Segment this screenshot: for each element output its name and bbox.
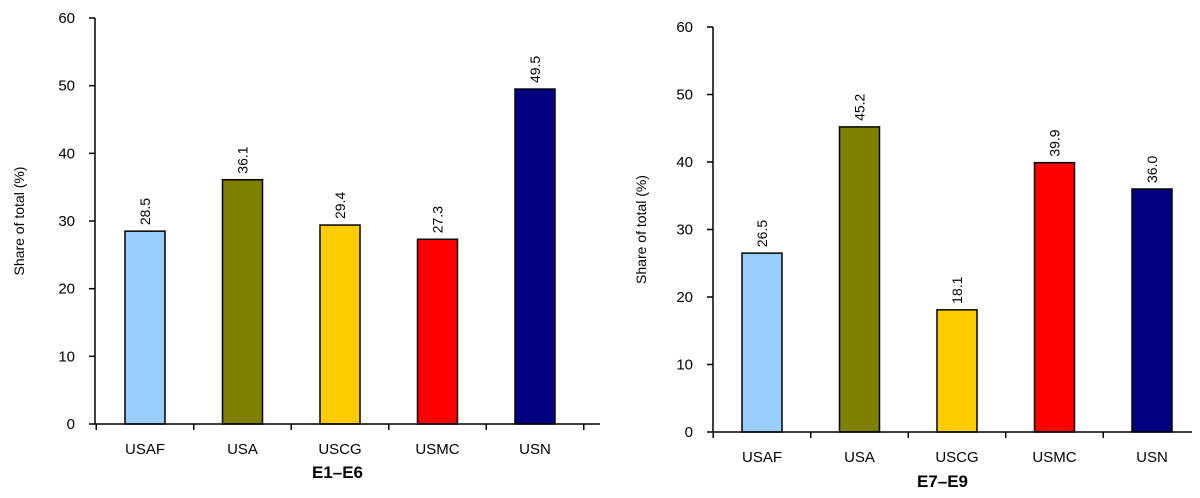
- y-axis-title: Share of total (%): [633, 175, 649, 284]
- bar-usmc: [416, 238, 459, 425]
- data-label-usa: 36.1: [235, 146, 251, 173]
- x-tick-label: USA: [227, 441, 258, 458]
- bar-usn: [1131, 188, 1173, 433]
- data-label-uscg: 18.1: [949, 276, 965, 303]
- x-tick-label: USN: [519, 441, 551, 458]
- y-tick-label: 0: [685, 424, 693, 441]
- bar-uscg: [936, 309, 978, 433]
- bar-uscg: [319, 224, 361, 425]
- y-tick-label: 30: [676, 222, 693, 239]
- x-axis-title: E7–E9: [917, 472, 968, 491]
- data-label-usaf: 28.5: [137, 198, 153, 225]
- y-tick-label: 60: [58, 10, 75, 27]
- y-tick-label: 50: [676, 87, 693, 104]
- y-axis-title: Share of total (%): [11, 167, 27, 276]
- data-label-usaf: 26.5: [754, 220, 770, 247]
- y-tick-label: 20: [676, 289, 693, 306]
- right-chart: 26.5 45.2 18.1 39.9 36.0 0 10 20 30 40 50 60 USAF USA…: [633, 19, 1192, 491]
- y-tick-label: 10: [676, 357, 693, 374]
- y-tick-label: 50: [58, 78, 75, 95]
- left-chart: 28.5 36.1 29.4 27.3 49.5 0 10 20 30 40 50 60 USAF USA…: [11, 10, 600, 482]
- bar-usa: [221, 178, 264, 425]
- y-tick-label: 40: [676, 154, 693, 171]
- y-tick-label: 30: [58, 213, 75, 230]
- bar-usaf: [741, 252, 783, 433]
- y-tick-label: 60: [676, 19, 693, 36]
- data-label-usn: 49.5: [527, 56, 543, 83]
- x-tick-label: USAF: [125, 441, 165, 458]
- x-tick-label: USMC: [1032, 449, 1076, 466]
- x-tick-label: USCG: [318, 441, 361, 458]
- data-label-usmc: 27.3: [430, 206, 446, 233]
- x-tick-label: USCG: [935, 449, 978, 466]
- x-axis-title: E1–E6: [312, 463, 363, 482]
- x-tick-label: USA: [844, 449, 875, 466]
- y-tick-label: 0: [67, 416, 75, 433]
- data-label-usn: 36.0: [1144, 156, 1160, 183]
- data-label-usmc: 39.9: [1047, 129, 1063, 156]
- bar-usaf: [124, 230, 166, 425]
- x-tick-label: USAF: [742, 449, 782, 466]
- x-tick-label: USN: [1136, 449, 1168, 466]
- bar-usa: [838, 126, 881, 433]
- bar-usn: [514, 88, 556, 425]
- x-tick-label: USMC: [415, 441, 459, 458]
- y-tick-label: 10: [58, 348, 75, 365]
- bar-usmc: [1033, 161, 1076, 433]
- y-tick-label: 40: [58, 145, 75, 162]
- data-label-usa: 45.2: [852, 93, 868, 120]
- y-tick-label: 20: [58, 281, 75, 298]
- data-label-uscg: 29.4: [332, 192, 348, 219]
